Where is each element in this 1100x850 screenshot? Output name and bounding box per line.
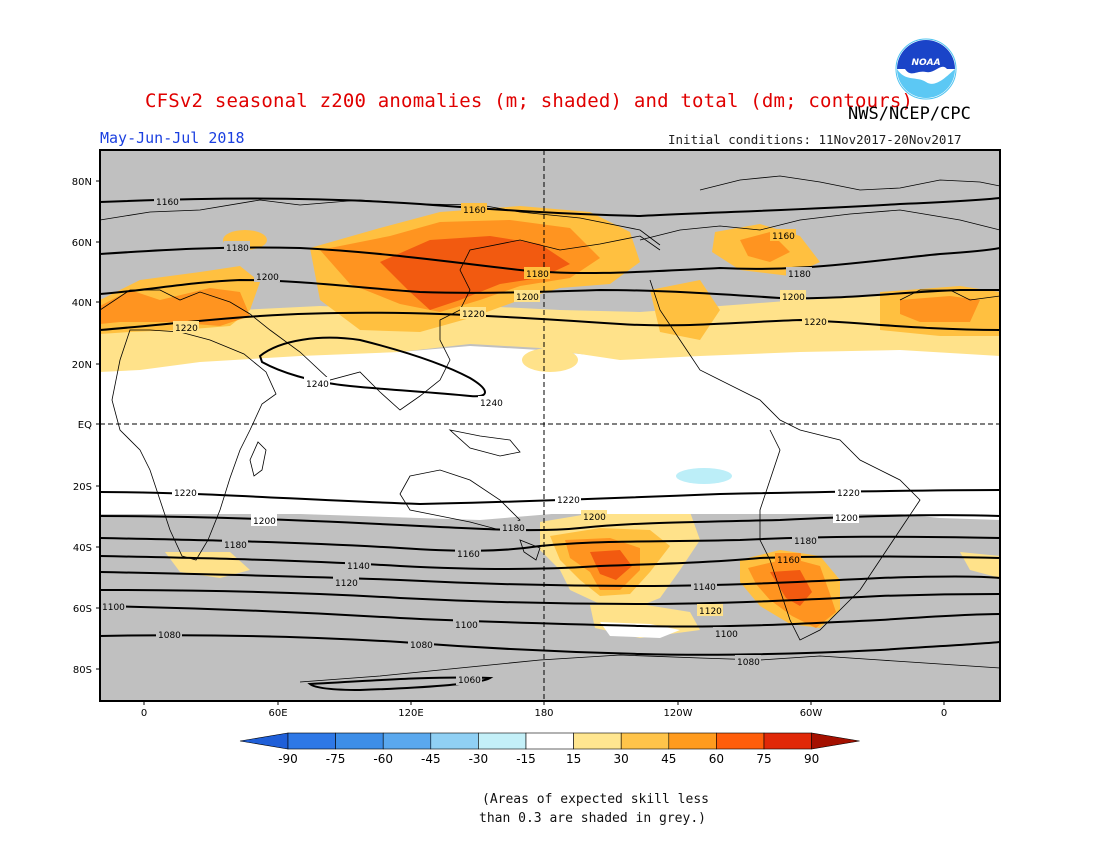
contour-label: 1220 (557, 496, 580, 506)
longitude-axis: 0 60E 120E 180 120W 60W 0 (141, 701, 947, 719)
contour-label: 1240 (306, 380, 329, 390)
colorbar-swatch (763, 732, 812, 750)
lat-tick-label: 60N (72, 238, 92, 249)
colorbar-swatch (382, 732, 432, 750)
contour-label: 1160 (156, 198, 179, 208)
colorbar-right-arrow (811, 732, 860, 750)
colorbar-label: -90 (278, 752, 298, 766)
lon-tick-label: 120W (664, 708, 693, 719)
contour-label: 1180 (526, 270, 549, 280)
colorbar: -90 -75 -60 -45 -30 -15 15 30 45 60 75 90 (239, 732, 860, 766)
contour-label: 1200 (583, 513, 606, 523)
contour-label: 1160 (457, 550, 480, 560)
contour-label: 1220 (837, 489, 860, 499)
contour-label: 1180 (224, 541, 247, 551)
agency-label: NWS/NCEP/CPC (848, 104, 971, 124)
contour-label: 1180 (788, 270, 811, 280)
lat-tick-label: 60S (73, 604, 92, 615)
contour-label: 1140 (347, 562, 370, 572)
contour-label: 1180 (794, 537, 817, 547)
colorbar-label: -15 (516, 752, 536, 766)
contour-label: 1100 (455, 621, 478, 631)
contour-label: 1200 (253, 517, 276, 527)
noaa-logo-icon: NOAA (895, 38, 957, 100)
lon-tick-label: 120E (398, 708, 423, 719)
colorbar-swatch (716, 732, 765, 750)
lat-tick-label: 80S (73, 665, 92, 676)
colorbar-label: 45 (661, 752, 676, 766)
colorbar-swatch (525, 732, 574, 750)
contour-labels: 1160 1160 1160 1180 1180 1180 1200 1200 … (100, 195, 861, 686)
latitude-axis: 80N 60N 40N 20N EQ 20S 40S 60S 80S (72, 177, 100, 676)
colorbar-label: -45 (421, 752, 441, 766)
map-frame (99, 149, 1001, 702)
contour-label: 1080 (158, 631, 181, 641)
lat-tick-label: EQ (78, 420, 92, 431)
colorbar-swatch (430, 732, 479, 750)
contour-label: 1200 (782, 293, 805, 303)
skill-note-line2: than 0.3 are shaded in grey.) (479, 811, 706, 826)
colorbar-label: -60 (373, 752, 393, 766)
skill-note-line1: (Areas of expected skill less (482, 792, 709, 807)
lat-tick-label: 80N (72, 177, 92, 188)
contour-label: 1200 (835, 514, 858, 524)
contour-label: 1160 (772, 232, 795, 242)
colorbar-label: 30 (614, 752, 629, 766)
colorbar-swatch (620, 732, 670, 750)
contour-label: 1120 (699, 607, 722, 617)
contour-label: 1180 (226, 244, 249, 254)
colorbar-swatch (573, 732, 622, 750)
contour-label: 1240 (480, 399, 503, 409)
colorbar-label: 75 (756, 752, 771, 766)
contour-label: 1080 (737, 658, 760, 668)
lat-tick-label: 40N (72, 298, 92, 309)
contour-label: 1220 (804, 318, 827, 328)
contour-label: 1080 (410, 641, 433, 651)
contour-label: 1100 (102, 603, 125, 613)
noaa-logo-text: NOAA (911, 58, 940, 68)
colorbar-swatch (478, 732, 527, 750)
height-contours (100, 197, 1000, 692)
colorbar-swatch (668, 732, 717, 750)
contour-label: 1220 (462, 310, 485, 320)
contour-label: 1220 (175, 324, 198, 334)
contour-label: 1160 (463, 206, 486, 216)
contour-label: 1140 (693, 583, 716, 593)
contour-label: 1180 (502, 524, 525, 534)
map-gridlines (100, 150, 1000, 701)
contour-label: 1200 (256, 273, 279, 283)
contour-label: 1120 (335, 579, 358, 589)
lon-tick-label: 60E (268, 708, 287, 719)
lon-tick-label: 0 (941, 708, 947, 719)
contour-label: 1200 (516, 293, 539, 303)
colorbar-left-arrow (239, 732, 289, 750)
colorbar-label: 60 (709, 752, 724, 766)
colorbar-label: 90 (804, 752, 819, 766)
contour-label: 1100 (715, 630, 738, 640)
contour-label: 1220 (174, 489, 197, 499)
lon-tick-label: 0 (141, 708, 147, 719)
lat-tick-label: 20N (72, 360, 92, 371)
colorbar-label: -30 (469, 752, 489, 766)
colorbar-label: 15 (566, 752, 581, 766)
contour-label: 1060 (458, 676, 481, 686)
forecast-period: May-Jun-Jul 2018 (100, 129, 245, 147)
colorbar-label: -75 (326, 752, 346, 766)
chart-title: CFSv2 seasonal z200 anomalies (m; shaded… (145, 90, 914, 112)
colorbar-swatch (335, 732, 384, 750)
lat-tick-label: 40S (73, 543, 92, 554)
contour-label: 1160 (777, 556, 800, 566)
lon-tick-label: 60W (800, 708, 823, 719)
lon-tick-label: 180 (534, 708, 553, 719)
colorbar-swatch (287, 732, 336, 750)
initial-conditions: Initial conditions: 11Nov2017-20Nov2017 (668, 132, 962, 147)
lat-tick-label: 20S (73, 482, 92, 493)
